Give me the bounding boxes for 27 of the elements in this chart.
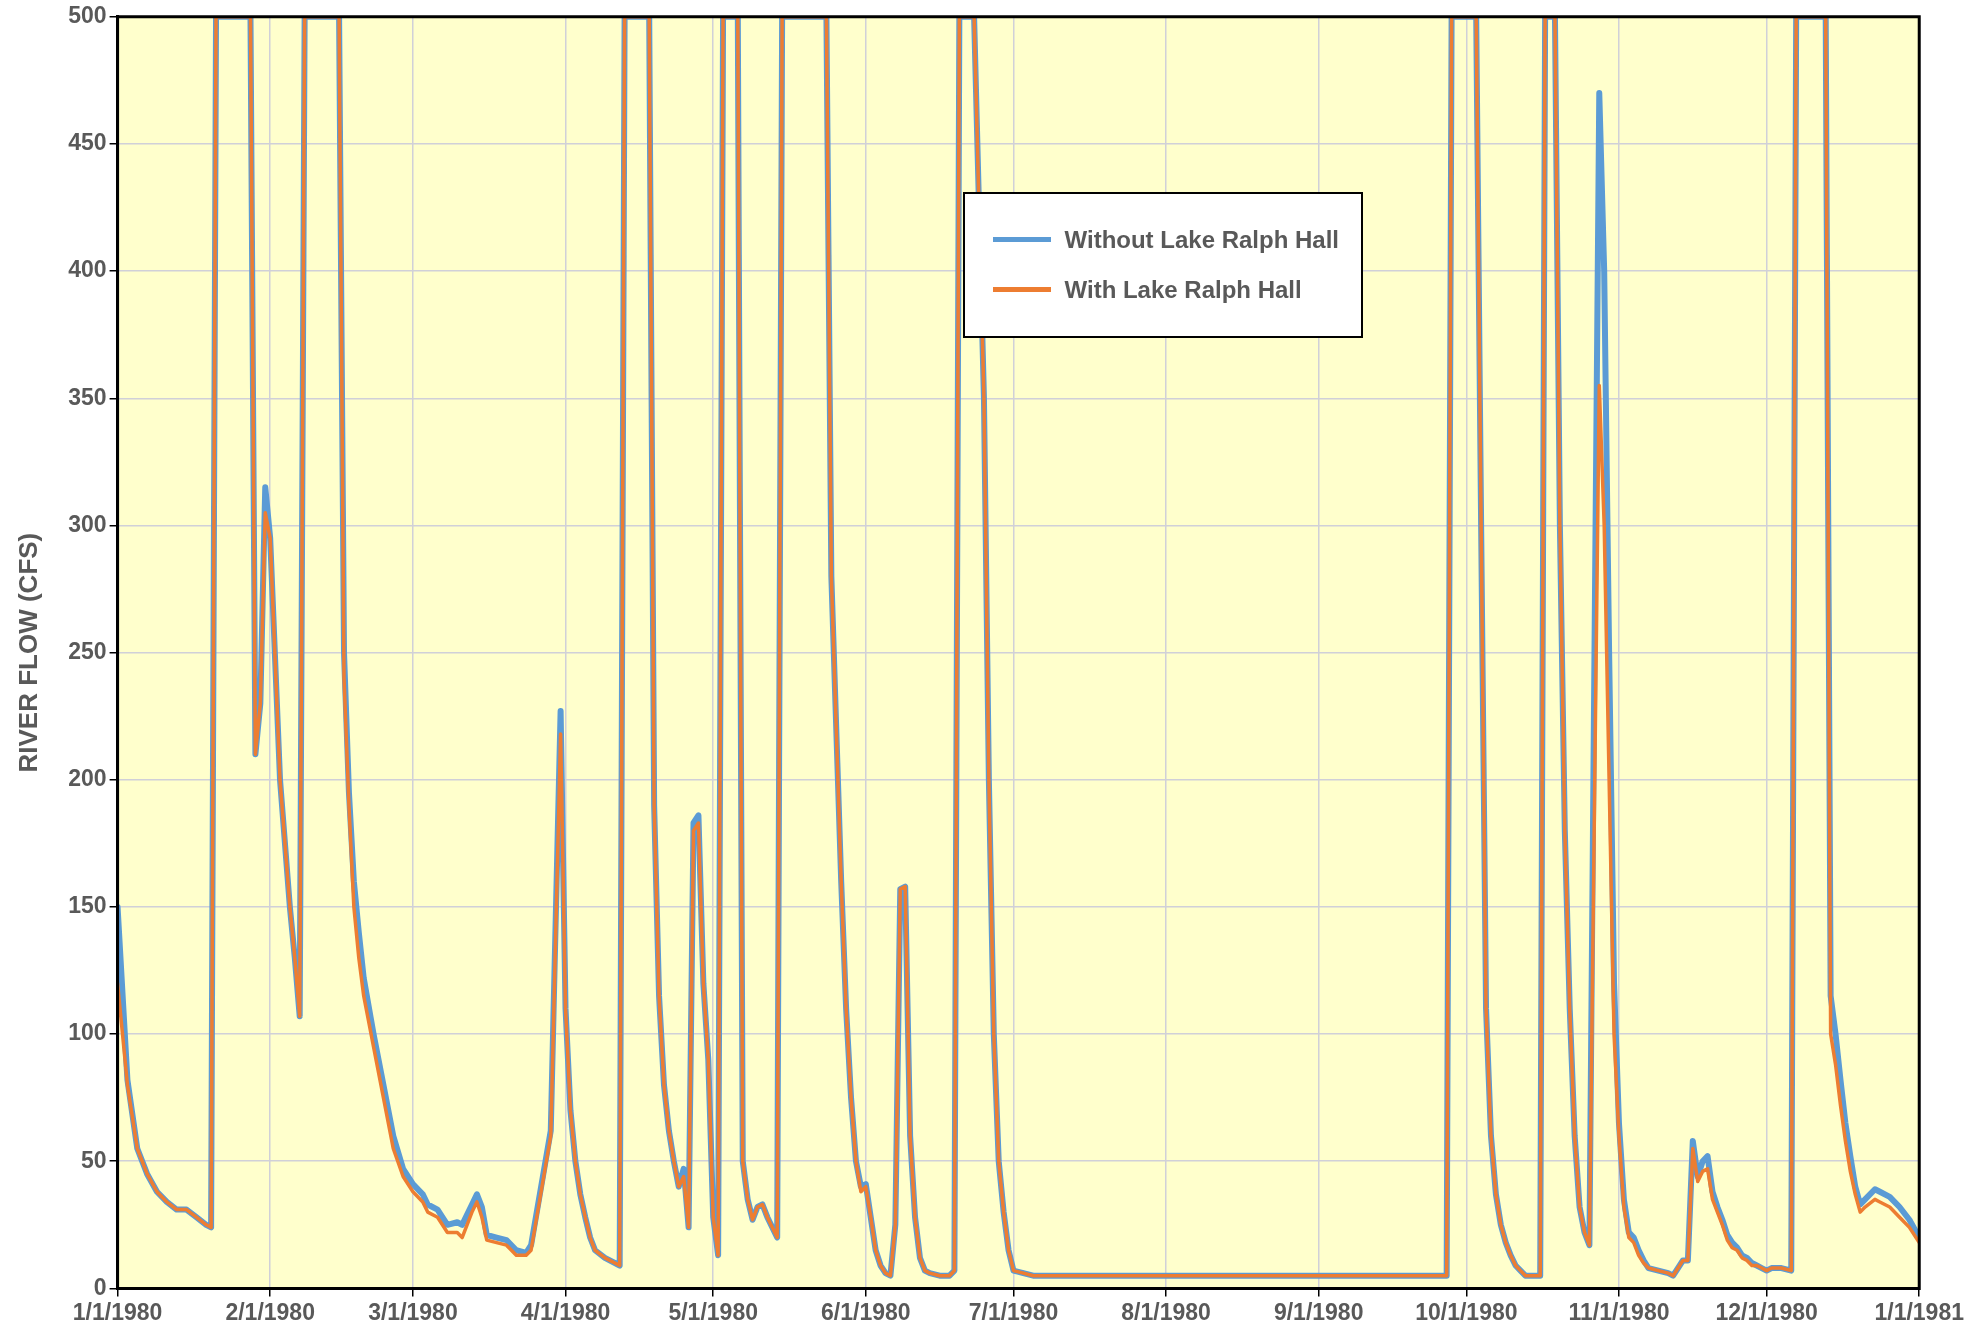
y-tick-label: 250 — [68, 637, 107, 664]
y-tick-label: 400 — [68, 256, 107, 283]
x-tick-label: 2/1/1980 — [225, 1298, 315, 1325]
x-tick-label: 1/1/1981 — [1874, 1298, 1965, 1325]
y-tick-label: 150 — [68, 892, 107, 919]
y-tick-label: 350 — [68, 383, 107, 410]
x-tick-label: 3/1/1980 — [368, 1298, 458, 1325]
y-tick-label: 450 — [68, 129, 107, 156]
x-tick-label: 1/1/1980 — [72, 1298, 163, 1325]
y-tick-label: 300 — [68, 510, 107, 537]
legend-label: With Lake Ralph Hall — [1064, 275, 1302, 304]
y-tick-label: 0 — [93, 1273, 107, 1300]
x-tick-label: 9/1/1980 — [1273, 1298, 1364, 1325]
x-tick-label: 5/1/1980 — [668, 1298, 758, 1325]
y-tick-label: 50 — [80, 1146, 107, 1173]
x-tick-label: 4/1/1980 — [520, 1298, 611, 1325]
y-tick-label: 500 — [68, 2, 107, 29]
legend-label: Without Lake Ralph Hall — [1064, 225, 1339, 254]
x-tick-label: 12/1/1980 — [1715, 1298, 1818, 1325]
y-tick-label: 200 — [68, 765, 107, 792]
x-tick-label: 11/1/1980 — [1568, 1298, 1670, 1325]
x-tick-label: 10/1/1980 — [1415, 1298, 1518, 1325]
x-tick-label: 8/1/1980 — [1121, 1298, 1211, 1325]
x-tick-label: 6/1/1980 — [821, 1298, 911, 1325]
x-tick-label: 7/1/1980 — [968, 1298, 1059, 1325]
y-axis-title: RIVER FLOW (CFS) — [12, 532, 43, 773]
y-tick-label: 100 — [68, 1019, 107, 1046]
